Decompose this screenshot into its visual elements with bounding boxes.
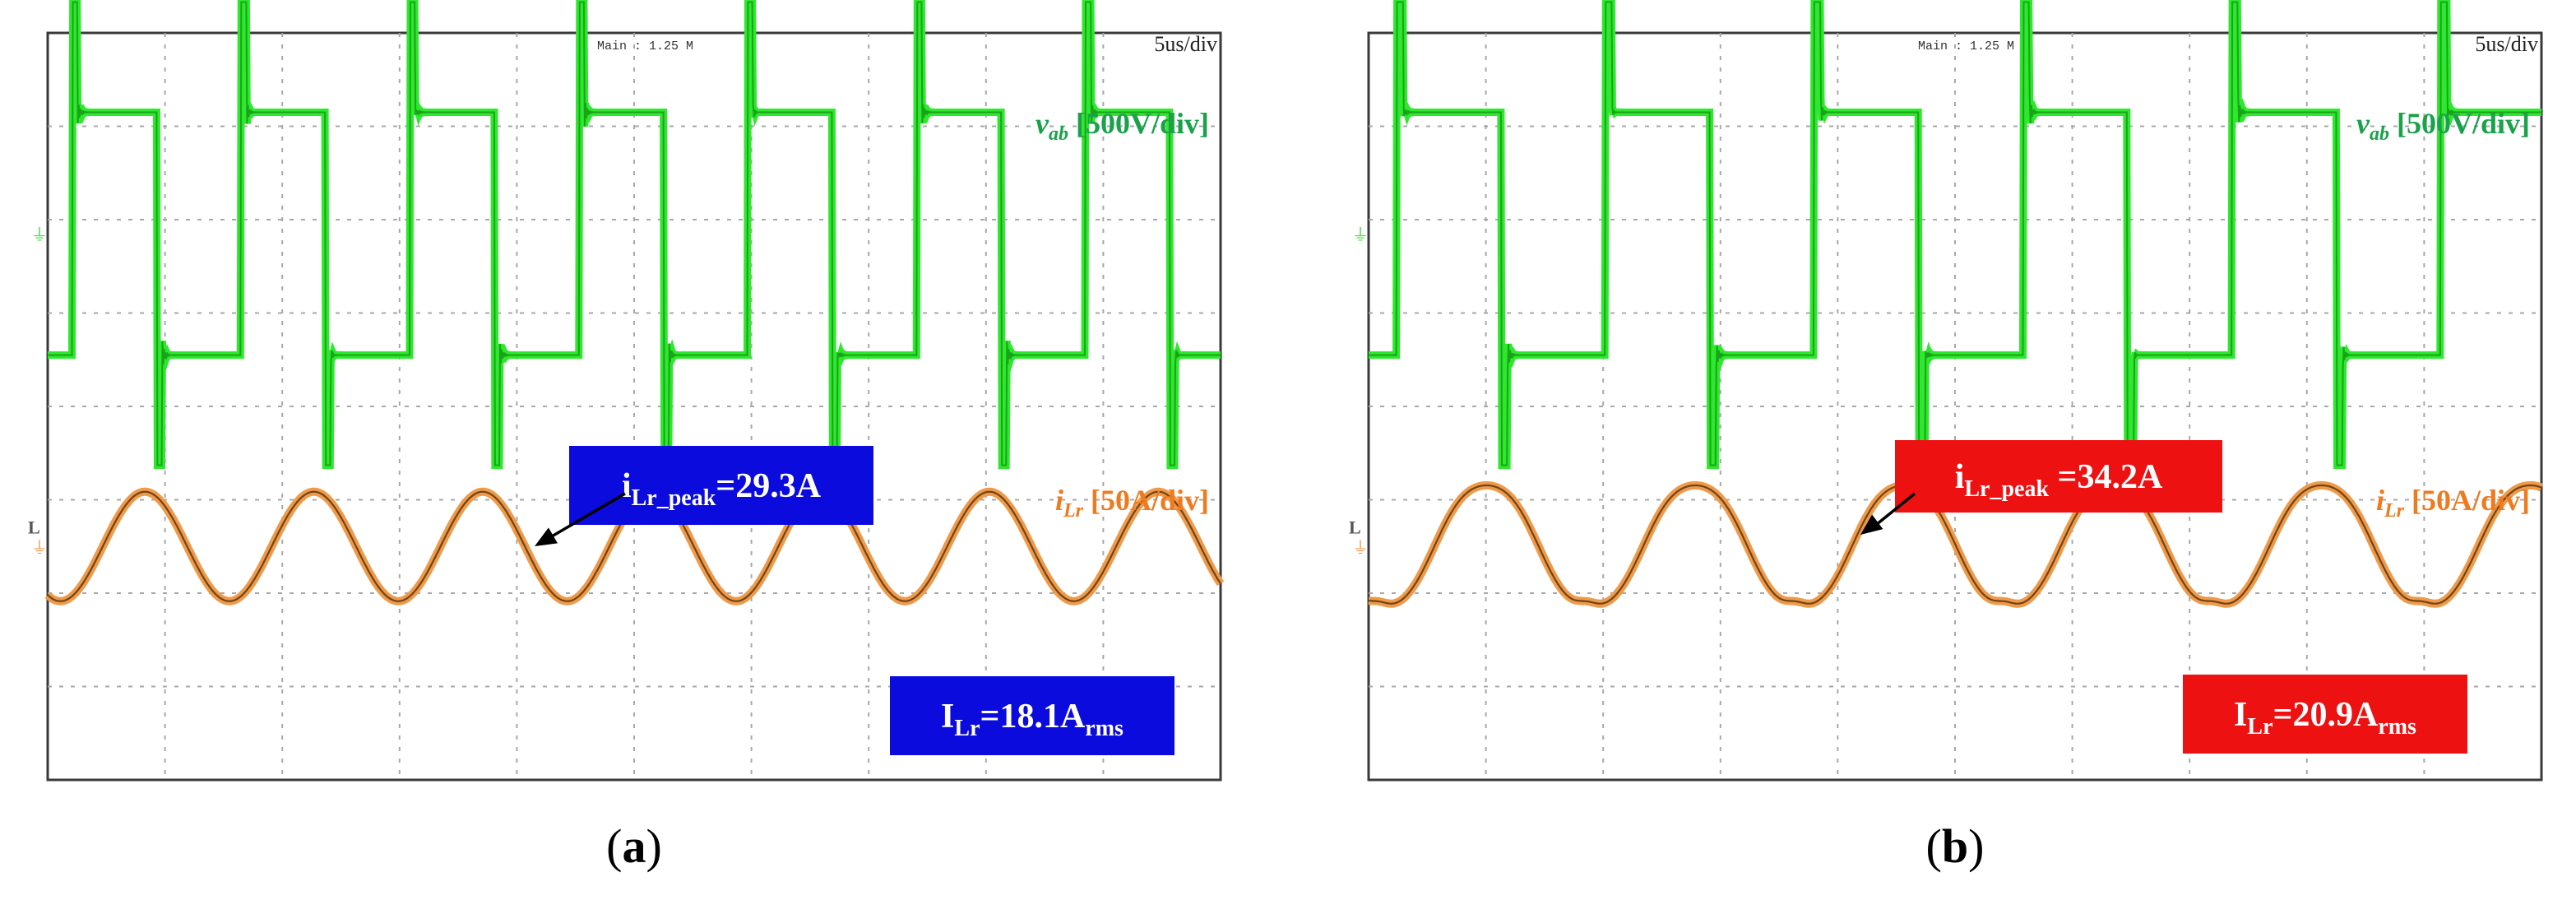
channel-marker-vab: ⏚ <box>31 226 48 244</box>
vab-label-scale: [500V/div] <box>1068 107 1209 140</box>
vab-trace-edge <box>48 1 1221 466</box>
rms-annotation-box <box>2183 675 2467 754</box>
panel-caption: (a) <box>606 819 662 873</box>
ilr-label: iLr [50A/div] <box>1055 484 1209 522</box>
rms-annotation-subscript: Lr <box>954 716 980 741</box>
rms-annotation-symbol: I <box>2234 696 2247 734</box>
rms-annotation-subscript: Lr <box>2247 714 2273 740</box>
peak-annotation-box <box>1895 440 2222 513</box>
peak-annotation-value: =29.3A <box>716 467 821 505</box>
ilr-label-subscript: Lr <box>1063 500 1084 522</box>
rms-annotation-text: ILr=18.1Arms <box>941 698 1124 741</box>
peak-annotation-subscript: Lr_peak <box>1964 476 2049 502</box>
oscilloscope-panel-a: Main : 1.25 M 5us/div⏚L⏚vab [500V/div]iLr… <box>28 0 1225 873</box>
ilr-label: iLr [50A/div] <box>2376 484 2530 522</box>
channel-marker-ilr-letter: L <box>1349 517 1361 537</box>
vab-label: vab [500V/div] <box>2356 107 2530 145</box>
ilr-label-symbol: i <box>1055 484 1063 517</box>
panel-caption: (b) <box>1926 819 1985 873</box>
vab-label-symbol: v <box>1035 107 1049 140</box>
rms-annotation-unit-subscript: rms <box>2378 714 2416 740</box>
ilr-label-subscript: Lr <box>2384 500 2405 522</box>
peak-annotation-symbol: i <box>622 467 632 505</box>
scope-grid <box>1369 33 2541 780</box>
rms-annotation-value: =20.9A <box>2273 696 2379 734</box>
peak-arrow-head <box>1860 514 1883 535</box>
channel-marker-ilr: ⏚ <box>1352 539 1369 557</box>
peak-annotation-text: iLr_peak =34.2A <box>1955 458 2163 502</box>
rms-annotation-value: =18.1A <box>980 698 1086 735</box>
vab-label-symbol: v <box>2356 107 2370 140</box>
scope-header: Main : 1.25 M <box>597 39 693 53</box>
vab-label-subscript: ab <box>2370 123 2389 145</box>
peak-annotation-box <box>569 446 873 525</box>
caption-letter: a <box>623 819 646 873</box>
timebase-label: 5us/div <box>2475 32 2538 56</box>
ilr-trace-edge <box>1368 484 2542 605</box>
channel-marker-vab: ⏚ <box>1352 226 1369 244</box>
caption-open-paren: ( <box>1926 819 1942 873</box>
peak-arrow-shaft <box>545 492 626 541</box>
scope-header: Main : 1.25 M <box>1918 39 2014 53</box>
rms-annotation-text: ILr=20.9Arms <box>2234 696 2416 740</box>
timebase-label: 5us/div <box>1154 32 1217 56</box>
caption-letter: b <box>1942 819 1968 873</box>
rms-annotation-unit-subscript: rms <box>1085 716 1124 741</box>
vab-label-scale: [500V/div] <box>2389 107 2530 140</box>
caption-close-paren: ) <box>1968 819 1984 873</box>
peak-arrow-shaft <box>1870 492 1916 530</box>
peak-annotation-text: iLr_peak=29.3A <box>622 467 822 511</box>
vab-label: vab [500V/div] <box>1035 107 1209 145</box>
peak-arrow-head <box>535 527 558 546</box>
ilr-label-scale: [50A/div] <box>1083 484 1209 517</box>
caption-close-paren: ) <box>646 819 662 873</box>
rms-annotation-symbol: I <box>941 698 954 735</box>
channel-marker-ilr-letter: L <box>28 517 40 537</box>
peak-annotation-symbol: i <box>1955 458 1965 496</box>
scope-grid <box>48 33 1221 780</box>
ilr-label-scale: [50A/div] <box>2404 484 2530 517</box>
oscilloscope-panel-b: Main : 1.25 M 5us/div⏚L⏚vab [500V/div]iLr… <box>1349 0 2543 873</box>
peak-annotation-subscript: Lr_peak <box>632 485 716 511</box>
ilr-label-symbol: i <box>2376 484 2384 517</box>
rms-annotation-box <box>890 676 1174 755</box>
vab-trace-edge <box>1369 1 2541 466</box>
peak-annotation-value: =34.2A <box>2049 458 2163 496</box>
vab-label-subscript: ab <box>1049 123 1068 145</box>
channel-marker-ilr: ⏚ <box>31 539 48 557</box>
caption-open-paren: ( <box>606 819 622 873</box>
